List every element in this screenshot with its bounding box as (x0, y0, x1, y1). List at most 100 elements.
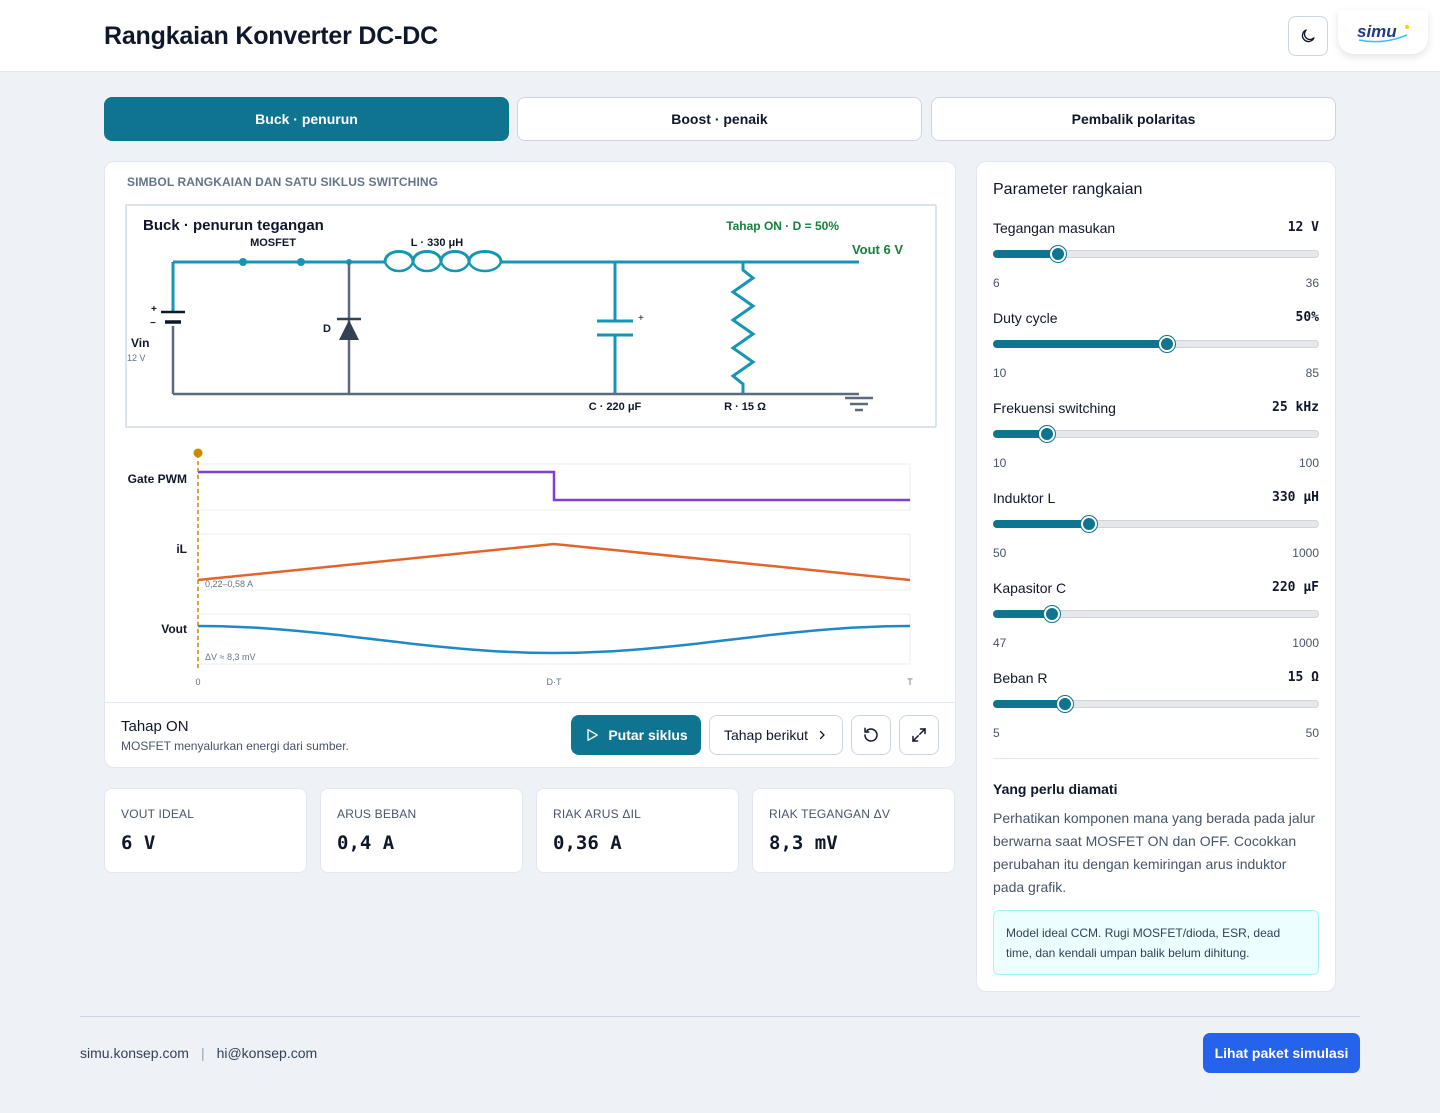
vout-plot-area (197, 613, 911, 665)
slider-max: 36 (1305, 276, 1319, 290)
diagram-title: Buck · penurun tegangan (143, 217, 324, 234)
stat-label: RIAK ARUS ΔIL (553, 807, 641, 821)
circuit-svg: Buck · penurun tegangan Tahap ON · D = 5… (127, 217, 903, 413)
fullscreen-button[interactable] (899, 715, 939, 755)
expand-icon (912, 728, 926, 742)
phase-label: Tahap ON · D = 50% (726, 219, 839, 233)
diode-symbol (337, 317, 361, 340)
capacitor-plus: + (638, 313, 644, 324)
param-name: Beban R (993, 670, 1048, 686)
slider-max: 85 (1305, 366, 1319, 380)
app-header: Rangkaian Konverter DC-DC simu (0, 0, 1440, 72)
waveform-chart: Gate PWM iL Vout 0,22–0,58 A ΔV ≈ 8,3 mV… (128, 448, 913, 687)
il-annotation: 0,22–0,58 A (205, 579, 253, 589)
slider-fill (993, 340, 1167, 348)
param-switching-frequency: Frekuensi switching 25 kHz 10 100 (993, 400, 1319, 480)
mosfet-label: MOSFET (250, 237, 296, 249)
circuit-panel: SIMBOL RANGKAIAN DAN SATU SIKLUS SWITCHI… (104, 161, 956, 768)
slider-thumb[interactable] (1044, 606, 1060, 622)
il-row-label: iL (176, 542, 187, 556)
parameters-panel: Parameter rangkaian Tegangan masukan 12 V… (976, 161, 1336, 992)
footer-separator: | (200, 1045, 205, 1061)
reset-icon (864, 727, 878, 742)
footer-links: simu.konsep.com | hi@konsep.com (80, 1045, 317, 1061)
circuit-diagram: Buck · penurun tegangan Tahap ON · D = 5… (125, 204, 937, 428)
section-label: SIMBOL RANGKAIAN DAN SATU SIKLUS SWITCHI… (127, 175, 439, 189)
vout-label: Vout 6 V (852, 242, 903, 257)
slider-max: 1000 (1292, 546, 1319, 560)
play-cycle-button[interactable]: Putar siklus (571, 715, 701, 755)
param-duty-cycle: Duty cycle 50% 10 85 (993, 310, 1319, 390)
stat-load-current: ARUS BEBAN 0,4 A (320, 788, 523, 873)
param-value: 12 V (1287, 220, 1319, 235)
slider-fill (993, 430, 1047, 438)
slider-min: 10 (993, 456, 1007, 470)
resistor-label: R · 15 Ω (724, 401, 766, 413)
capacitor-label: C · 220 μF (589, 401, 642, 413)
slider-max: 100 (1298, 456, 1319, 470)
next-stage-button[interactable]: Tahap berikut (709, 715, 843, 755)
chevron-right-icon (819, 730, 825, 740)
tab-inverting[interactable]: Pembalik polaritas (931, 97, 1336, 141)
parameters-divider (993, 758, 1319, 759)
time-cursor-handle[interactable] (193, 448, 203, 458)
x-tick-0: 0 (195, 677, 200, 687)
battery-plus: + (151, 304, 157, 315)
brand-logo[interactable]: simu (1338, 10, 1428, 54)
param-inductor: Induktor L 330 μH 50 1000 (993, 490, 1319, 570)
slider-min: 5 (993, 726, 1000, 740)
slider-fill (993, 610, 1052, 618)
param-value: 220 μF (1272, 580, 1319, 595)
logo-text: simu (1357, 22, 1397, 41)
slider-thumb[interactable] (1039, 426, 1055, 442)
next-stage-label: Tahap berikut (723, 727, 809, 743)
stat-label: RIAK TEGANGAN ΔV (769, 807, 891, 821)
stat-label: ARUS BEBAN (337, 807, 417, 821)
footer-email-link[interactable]: hi@konsep.com (216, 1045, 318, 1061)
param-name: Kapasitor C (993, 580, 1067, 596)
il-plot-area (197, 533, 911, 591)
slider-min: 6 (993, 276, 1000, 290)
stat-current-ripple: RIAK ARUS ΔIL 0,36 A (536, 788, 739, 873)
slider-fill (993, 700, 1065, 708)
observe-text: Perhatikan komponen mana yang berada pad… (993, 810, 1316, 895)
observe-title: Yang perlu diamati (993, 781, 1118, 797)
param-value: 15 Ω (1287, 670, 1319, 685)
gate-pwm-line (198, 470, 910, 502)
param-name: Frekuensi switching (993, 400, 1116, 416)
stat-value: 6 V (121, 832, 156, 854)
reset-button[interactable] (851, 715, 891, 755)
slider-thumb[interactable] (1081, 516, 1097, 532)
model-note: Model ideal CCM. Rugi MOSFET/dioda, ESR,… (993, 910, 1319, 975)
slider-max: 1000 (1292, 636, 1319, 650)
vin-label: Vin (131, 336, 149, 350)
logo-mark: simu (1357, 22, 1409, 43)
panel-divider (105, 702, 955, 703)
theme-toggle-button[interactable] (1288, 16, 1328, 56)
stat-value: 0,36 A (553, 832, 622, 854)
stage-title: Tahap ON (121, 718, 189, 735)
inductor-coil (383, 250, 503, 263)
stat-voltage-ripple: RIAK TEGANGAN ΔV 8,3 mV (752, 788, 955, 873)
param-load-resistance: Beban R 15 Ω 5 50 (993, 670, 1319, 750)
tab-buck[interactable]: Buck · penurun (104, 97, 509, 141)
param-name: Induktor L (993, 490, 1056, 506)
gate-row-label: Gate PWM (128, 472, 187, 486)
slider-thumb[interactable] (1050, 246, 1066, 262)
x-tick-t: T (907, 677, 913, 687)
slider-thumb[interactable] (1159, 336, 1175, 352)
footer-site-link[interactable]: simu.konsep.com (80, 1045, 189, 1061)
footer-divider (80, 1016, 1360, 1017)
stat-label: VOUT IDEAL (121, 807, 195, 821)
param-value: 330 μH (1272, 490, 1319, 505)
slider-thumb[interactable] (1057, 696, 1073, 712)
param-value: 25 kHz (1272, 400, 1319, 415)
param-name: Duty cycle (993, 310, 1058, 326)
tab-boost[interactable]: Boost · penaik (517, 97, 922, 141)
play-cycle-label: Putar siklus (608, 727, 688, 743)
page-title: Rangkaian Konverter DC-DC (104, 22, 438, 50)
moon-icon (1301, 29, 1315, 43)
play-icon (587, 729, 599, 741)
diode-label: D (323, 323, 331, 335)
view-packages-button[interactable]: Lihat paket simulasi (1203, 1033, 1360, 1073)
